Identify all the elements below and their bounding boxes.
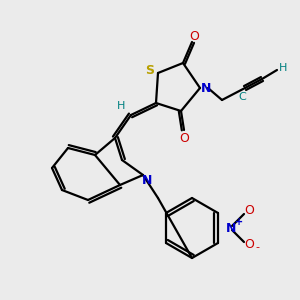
Text: -: - — [255, 242, 259, 252]
Text: O: O — [189, 31, 199, 44]
Text: N: N — [201, 82, 211, 94]
Text: H: H — [117, 101, 125, 111]
Text: H: H — [279, 63, 287, 73]
Text: O: O — [244, 238, 254, 251]
Text: O: O — [244, 205, 254, 218]
Text: O: O — [179, 133, 189, 146]
Text: S: S — [146, 64, 154, 77]
Text: N: N — [226, 221, 236, 235]
Text: C: C — [238, 92, 246, 102]
Text: N: N — [142, 173, 152, 187]
Text: +: + — [235, 217, 243, 227]
